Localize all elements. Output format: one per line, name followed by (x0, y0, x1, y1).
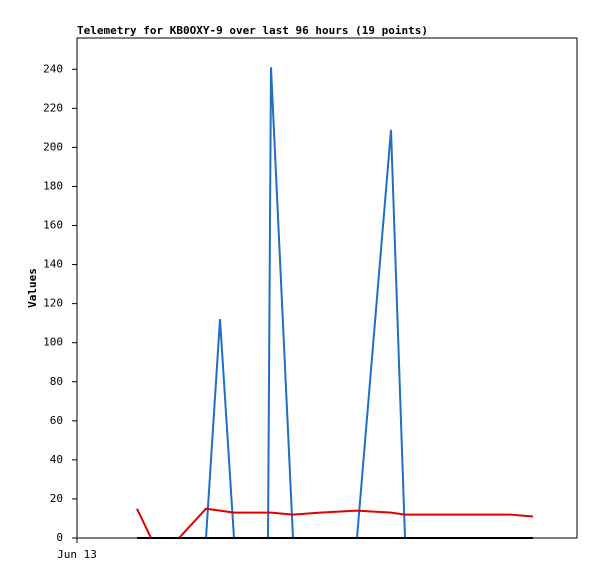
y-tick-label: 60 (50, 414, 63, 427)
y-tick-label: 180 (43, 179, 63, 192)
y-axis-label: Values (26, 268, 39, 308)
series-line (137, 67, 533, 539)
y-tick-label: 120 (43, 297, 63, 310)
y-tick-label: 100 (43, 336, 63, 349)
plot-frame (76, 37, 578, 539)
series-line (136, 507, 534, 539)
y-tick-label: 220 (43, 101, 63, 114)
y-tick-label: 200 (43, 140, 63, 153)
y-tick-label: 20 (50, 492, 63, 505)
y-tick-label: 160 (43, 219, 63, 232)
y-tick-label: 40 (50, 453, 63, 466)
y-tick-label: 0 (56, 531, 63, 544)
y-tick-label: 80 (50, 375, 63, 388)
chart-title: Telemetry for KB0OXY-9 over last 96 hour… (77, 24, 428, 37)
y-tick-label: 240 (43, 62, 63, 75)
x-tick-label: Jun 13 (57, 548, 97, 561)
y-tick-label: 140 (43, 258, 63, 271)
